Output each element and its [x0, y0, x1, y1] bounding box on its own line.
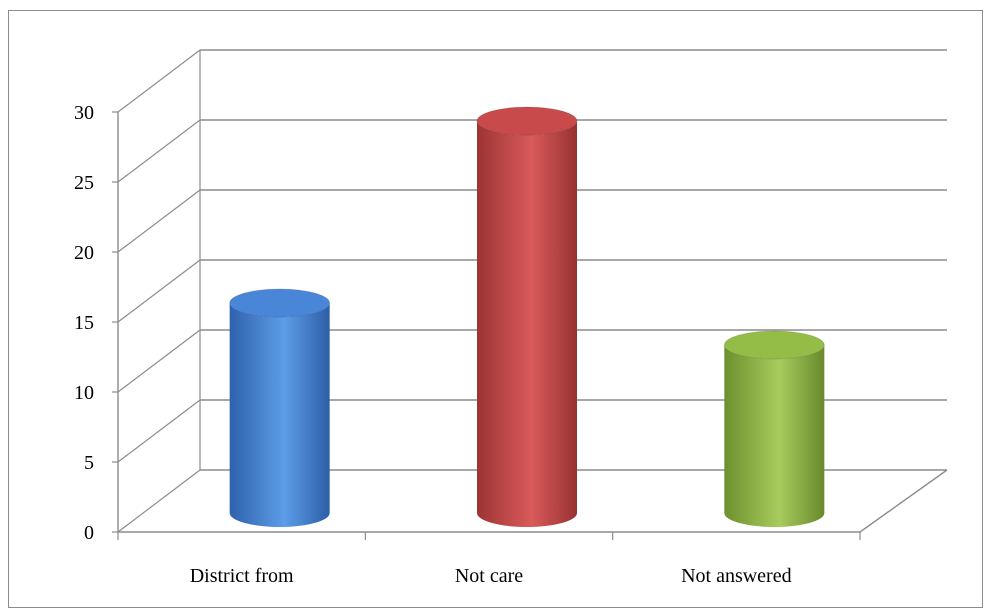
labels: 0 5 10 15 20 25 30 District from Not care Not ans… [74, 102, 792, 587]
bar-0 [229, 288, 331, 527]
bar-1 [476, 106, 578, 527]
y-tick-label-20: 20 [74, 242, 94, 264]
x-tick-label-1: Not care [455, 565, 523, 587]
y-tick-label-25: 25 [74, 172, 94, 194]
bar-top-2 [723, 330, 825, 360]
y-tick-label-10: 10 [74, 382, 94, 404]
bar-top-1 [476, 106, 578, 136]
side-wall-line-20 [117, 189, 201, 253]
y-tick-label-5: 5 [84, 452, 94, 474]
y-tick-label-15: 15 [74, 312, 94, 334]
bar-body-0 [229, 303, 330, 527]
bars [229, 106, 825, 528]
bar-2 [723, 330, 825, 528]
side-wall-line-5 [117, 399, 201, 463]
floor-right-edge [859, 469, 948, 533]
y-tick-label-30: 30 [74, 102, 94, 124]
bar-body-1 [477, 121, 577, 527]
x-tick-label-2: Not answered [681, 565, 792, 587]
bar-top-0 [229, 288, 331, 318]
x-tick-label-0: District from [190, 565, 294, 587]
side-wall-line-10 [117, 329, 201, 393]
bar-body-2 [724, 345, 825, 528]
y-tick-label-0: 0 [84, 522, 94, 544]
side-wall-line-30 [117, 49, 201, 113]
side-wall-line-15 [117, 259, 201, 323]
side-wall-line-25 [117, 119, 201, 183]
side-wall-line-0 [117, 469, 201, 533]
